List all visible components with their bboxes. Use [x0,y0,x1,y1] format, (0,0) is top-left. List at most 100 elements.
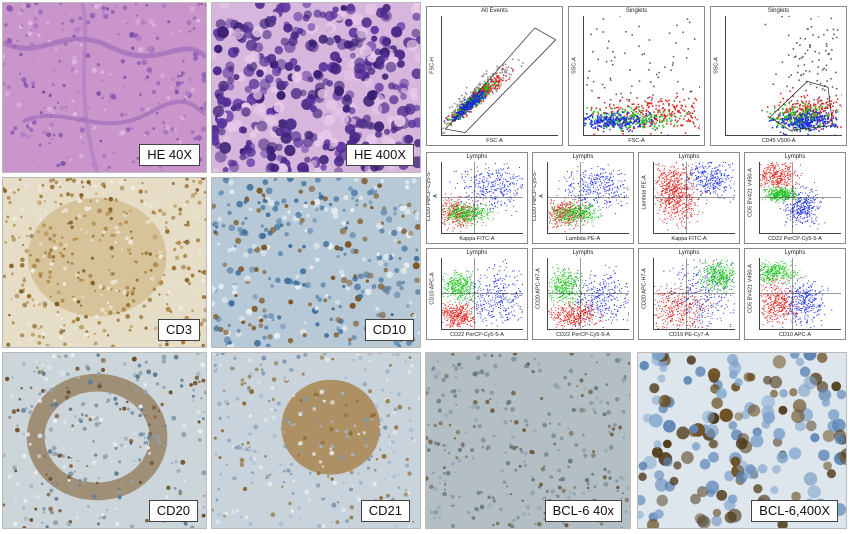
event-dot [563,209,565,211]
event-dot [571,217,573,219]
event-dot [818,125,821,127]
event-dot [810,113,813,115]
event-dot [684,115,686,117]
cd10-label: CD10 [364,319,414,341]
event-dot [660,132,663,134]
event-dot [628,100,630,103]
event-dot [459,107,462,110]
event-dot [625,120,628,123]
event-dot [802,117,804,120]
event-dot [568,222,570,223]
event-dot [578,185,580,187]
event-dot [602,18,605,20]
event-dot [814,111,817,113]
event-dot [494,183,496,185]
event-dot [796,110,798,113]
event-dot [614,124,616,126]
event-dot [596,28,598,30]
event-dot [548,222,550,224]
event-dot [586,186,588,188]
event-dot [677,111,680,113]
event-dot [629,115,631,117]
event-dot [811,116,814,118]
event-dot [583,206,585,208]
event-dot [559,213,561,215]
event-dot [575,212,577,214]
event-dot [622,130,625,132]
event-dot [479,212,481,214]
event-dot [565,214,567,216]
event-dot [622,121,625,123]
event-dot [458,220,460,222]
event-dot [665,191,667,193]
event-dot [459,114,462,116]
event-dot [591,212,593,214]
event-dot [466,218,468,220]
event-dot [665,115,667,117]
event-dot [465,204,467,206]
event-dot [577,194,579,196]
event-dot [520,65,523,68]
event-dot [473,212,475,214]
event-dot [638,106,640,108]
event-dot [497,169,499,171]
event-dot [509,177,511,179]
event-dot [463,103,465,106]
event-dot [732,163,734,165]
event-dot [600,125,602,128]
event-dot [496,65,498,68]
event-dot [568,194,570,196]
event-dot [769,117,771,120]
event-dot [455,213,457,215]
event-dot [551,213,553,215]
event-dot [794,123,796,126]
event-dot [587,220,589,222]
event-dot [491,197,493,199]
event-dot [465,222,467,224]
event-dot [602,130,605,133]
event-dot [581,199,583,201]
event-dot [704,188,706,190]
event-dot [566,216,568,218]
event-dot [559,208,561,209]
event-dot [578,213,580,215]
event-dot [487,89,490,92]
event-dot [500,79,503,82]
event-dot [800,74,803,76]
event-dot [783,116,786,119]
event-dot [451,218,453,220]
event-dot [825,107,828,109]
event-dot [473,203,475,205]
event-dot [690,167,692,169]
event-dot [566,212,568,214]
event-dot [551,209,553,211]
event-dot [605,60,608,63]
event-dot [490,81,492,84]
event-dot [462,218,464,219]
event-dot [609,103,611,106]
event-dot [557,225,560,227]
event-dot [803,126,805,129]
event-dot [791,130,793,133]
event-dot [510,196,512,198]
event-dot [597,216,599,218]
event-dot [552,202,554,204]
event-dot [581,178,583,179]
event-dot [637,126,639,128]
event-dot [836,118,838,121]
event-dot [835,71,837,74]
event-dot [656,119,659,122]
event-dot [472,205,474,206]
event-dot [480,202,482,204]
event-dot [521,184,523,186]
event-dot [777,117,779,120]
event-dot [465,108,467,111]
event-dot [697,177,699,179]
event-dot [560,219,562,221]
event-dot [726,177,728,179]
event-dot [591,216,593,218]
event-dot [825,106,827,108]
event-dot [815,108,818,110]
event-dot [799,37,802,40]
event-dot [642,113,644,116]
